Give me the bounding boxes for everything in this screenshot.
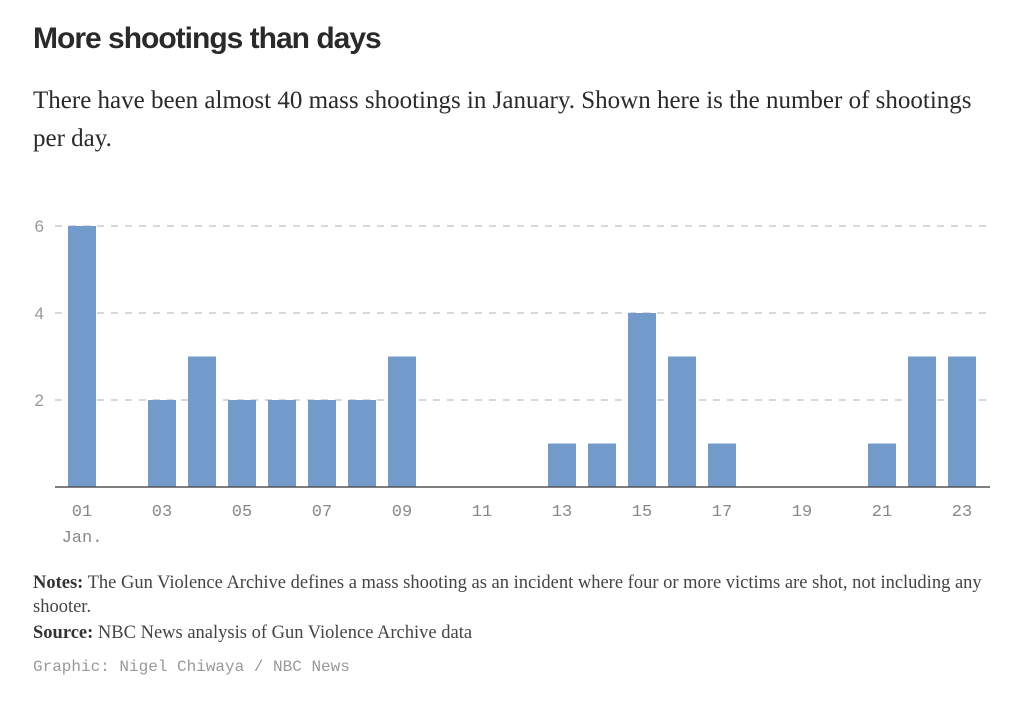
- x-tick-label: 09: [392, 503, 412, 522]
- x-tick-label: 21: [872, 503, 892, 522]
- bar-day-01: [68, 226, 96, 487]
- bar-day-06: [268, 400, 296, 487]
- x-axis-ticks: 01 03 05 07 09 11 13 15 17 19 21 23 Jan.: [62, 503, 973, 548]
- chart-subtitle: There have been almost 40 mass shootings…: [33, 87, 972, 152]
- x-tick-label: 01: [72, 503, 92, 522]
- bar-day-14: [588, 443, 616, 487]
- x-tick-label: 23: [952, 503, 972, 522]
- source-label: Source:: [33, 623, 94, 643]
- bar-day-13: [548, 443, 576, 487]
- x-tick-label: 03: [152, 503, 172, 522]
- x-tick-label: 13: [552, 503, 572, 522]
- bars: [68, 226, 976, 487]
- notes-text: The Gun Violence Archive defines a mass …: [33, 573, 982, 617]
- bar-day-16: [668, 356, 696, 487]
- source-text: NBC News analysis of Gun Violence Archiv…: [93, 623, 473, 643]
- x-tick-label: 07: [312, 503, 332, 522]
- chart-title: More shootings than days: [33, 22, 382, 55]
- bar-day-08: [348, 400, 376, 487]
- bar-day-05: [228, 400, 256, 487]
- source-paragraph: Source: NBC News analysis of Gun Violenc…: [33, 621, 993, 645]
- x-tick-month-label: Jan.: [62, 529, 103, 548]
- bar-day-17: [708, 443, 736, 487]
- bar-day-07: [308, 400, 336, 487]
- y-tick-label: 4: [35, 304, 44, 323]
- x-tick-label: 05: [232, 503, 252, 522]
- bar-chart: 2 4 6 01 03 05 07 09 11 13 15 17 19 21 23 Jan.: [35, 217, 990, 548]
- bar-day-23: [948, 356, 976, 487]
- bar-day-21: [868, 443, 896, 487]
- x-tick-label: 19: [792, 503, 812, 522]
- bar-day-04: [188, 356, 216, 487]
- x-tick-label: 11: [472, 503, 492, 522]
- bar-day-22: [908, 356, 936, 487]
- bar-day-03: [148, 400, 176, 487]
- notes-label: Notes:: [33, 573, 84, 593]
- y-tick-label: 2: [35, 391, 44, 410]
- y-tick-label: 6: [35, 217, 44, 236]
- notes-paragraph: Notes: The Gun Violence Archive defines …: [33, 571, 993, 619]
- bar-day-09: [388, 356, 416, 487]
- chart-notes: Notes: The Gun Violence Archive defines …: [33, 571, 993, 647]
- graphic-credit: Graphic: Nigel Chiwaya / NBC News: [33, 658, 350, 676]
- x-tick-label: 15: [632, 503, 652, 522]
- x-tick-label: 17: [712, 503, 732, 522]
- y-axis-ticks: 2 4 6: [35, 217, 44, 410]
- bar-day-15: [628, 313, 656, 487]
